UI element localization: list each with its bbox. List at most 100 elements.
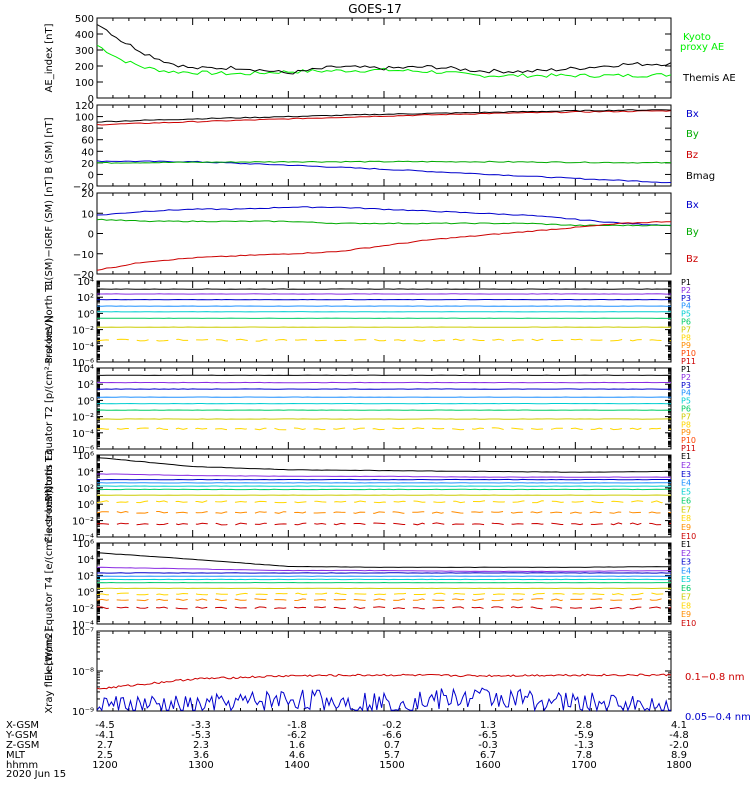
legend-e6: E6 <box>681 584 691 593</box>
legend-e7: E7 <box>681 505 691 514</box>
legend-p7: P7 <box>681 412 691 421</box>
legend-p3: P3 <box>681 294 691 303</box>
y-tick-label: 10⁻⁶ <box>72 445 94 456</box>
y-tick-label: 200 <box>75 62 94 73</box>
legend-p6: P6 <box>681 405 691 414</box>
ephemeris-row-label: Z-GSM <box>6 740 39 751</box>
legend-p5: P5 <box>681 397 691 406</box>
series-line-e9 <box>96 510 672 514</box>
legend-e4: E4 <box>681 566 691 575</box>
y-axis-label: Protons North T1 <box>44 279 55 363</box>
ephemeris-value: 1700 <box>571 760 596 771</box>
y-tick-label: 10⁻² <box>72 604 94 615</box>
y-tick-label: 0 <box>88 230 94 241</box>
legend-e9: E9 <box>681 610 691 619</box>
y-tick-label: 10⁶ <box>77 451 94 462</box>
y-tick-label: 40 <box>81 147 94 158</box>
series-line-0-05-0-4-nm <box>96 687 671 713</box>
ephemeris-value: 5.7 <box>384 750 400 761</box>
y-axis-label: B (SM)−IGRF (SM) [nT] <box>44 176 55 290</box>
ephemeris-value: -1.3 <box>574 740 594 751</box>
series-line-e8 <box>96 500 672 504</box>
panel-frame <box>96 454 672 538</box>
ephemeris-row-label: Y-GSM <box>5 730 38 741</box>
legend-e8: E8 <box>681 601 691 610</box>
panel-frame <box>96 104 672 187</box>
panel-frame <box>96 192 672 275</box>
ephemeris-value: -2.0 <box>669 740 689 751</box>
y-tick-label: 10⁴ <box>77 364 94 375</box>
series-line-e2 <box>96 566 672 573</box>
legend-short-band: 0.05−0.4 nm <box>685 712 750 723</box>
series-line-e2 <box>96 473 672 478</box>
series-line-e10 <box>96 522 672 526</box>
legend-bz: Bz <box>686 150 698 161</box>
legend-e10: E10 <box>681 619 696 628</box>
y-tick-label: 10⁻⁴ <box>72 620 94 631</box>
y-tick-label: 10⁴ <box>77 277 94 288</box>
y-tick-label: 10⁻² <box>72 326 94 337</box>
y-tick-label: 20 <box>81 159 94 170</box>
legend-bz: Bz <box>686 254 698 265</box>
ephemeris-value: 1800 <box>666 760 691 771</box>
ephemeris-value: -6.2 <box>287 730 307 741</box>
y-tick-label: −20 <box>73 270 94 281</box>
legend-bx: Bx <box>686 200 699 211</box>
ephemeris-value: 0.7 <box>384 740 400 751</box>
series-line-p8 <box>96 427 672 431</box>
legend-p7: P7 <box>681 325 691 334</box>
series-line-bmag <box>96 109 672 123</box>
panel-5: 10⁻⁶ 10⁻⁴ 10⁻² 10⁰ 10² 10⁴ Protons Equator T2 … <box>44 315 696 502</box>
y-tick-label: 10⁻⁴ <box>72 342 94 353</box>
chart-title: GOES-17 <box>348 2 402 16</box>
y-tick-label: 10² <box>77 571 94 582</box>
y-tick-label: 10⁰ <box>77 309 94 320</box>
series-line-by <box>97 160 672 164</box>
series-line-kyoto-proxy-ae <box>96 44 672 79</box>
y-tick-label: 10⁶ <box>77 539 94 550</box>
legend-p5: P5 <box>681 310 691 319</box>
ephemeris-value: 2.7 <box>97 740 113 751</box>
legend-by: By <box>686 227 699 238</box>
legend-e8: E8 <box>681 514 691 523</box>
y-tick-label: 10⁻⁷ <box>72 627 94 638</box>
ephemeris-value: 3.6 <box>193 750 209 761</box>
ephemeris-value: -5.3 <box>191 730 211 741</box>
legend-p10: P10 <box>681 349 696 358</box>
y-tick-label: 300 <box>75 46 94 57</box>
legend-e7: E7 <box>681 593 691 602</box>
y-tick-label: 60 <box>81 136 94 147</box>
panel-6: 10⁻⁴ 10⁻² 10⁰ 10² 10⁴ 10⁶ Electrons North T3 E1… <box>44 449 696 544</box>
y-tick-label: −10 <box>73 250 94 261</box>
legend-p4: P4 <box>681 389 691 398</box>
ephemeris-value: -4.5 <box>95 720 115 731</box>
ephemeris-value: -6.5 <box>478 730 498 741</box>
series-line-themis-ae <box>96 24 672 75</box>
legend-bmag: Bmag <box>686 171 715 182</box>
y-tick-label: 10⁻² <box>72 517 94 528</box>
y-tick-label: 20 <box>81 189 94 200</box>
y-tick-label: 10⁴ <box>77 555 94 566</box>
y-axis-label: Electrons Equator T4 [e/(cm²-s-sr-keV)] <box>44 486 55 681</box>
series-line-e1 <box>96 552 672 569</box>
legend-p6: P6 <box>681 318 691 327</box>
legend-e4: E4 <box>681 479 691 488</box>
y-tick-label: 10⁻⁸ <box>72 667 94 678</box>
y-tick-label: 10⁴ <box>77 467 94 478</box>
y-tick-label: 10⁰ <box>77 396 94 407</box>
panel-frame <box>96 630 672 712</box>
y-tick-label: 500 <box>75 14 94 25</box>
ephemeris-value: -5.9 <box>574 730 594 741</box>
y-tick-label: 10² <box>77 484 94 495</box>
ephemeris-row-label: hhmm <box>6 760 38 771</box>
panel-frame <box>96 367 672 450</box>
y-tick-label: 0 <box>88 170 94 181</box>
ephemeris-row-label: MLT <box>6 750 26 761</box>
y-tick-label: 10⁰ <box>77 588 94 599</box>
ephemeris-value: 1400 <box>284 760 309 771</box>
series-line-e9 <box>96 598 672 602</box>
legend-p11: P11 <box>681 357 696 366</box>
y-tick-label: 10² <box>77 380 94 391</box>
y-tick-label: 10⁰ <box>77 500 94 511</box>
